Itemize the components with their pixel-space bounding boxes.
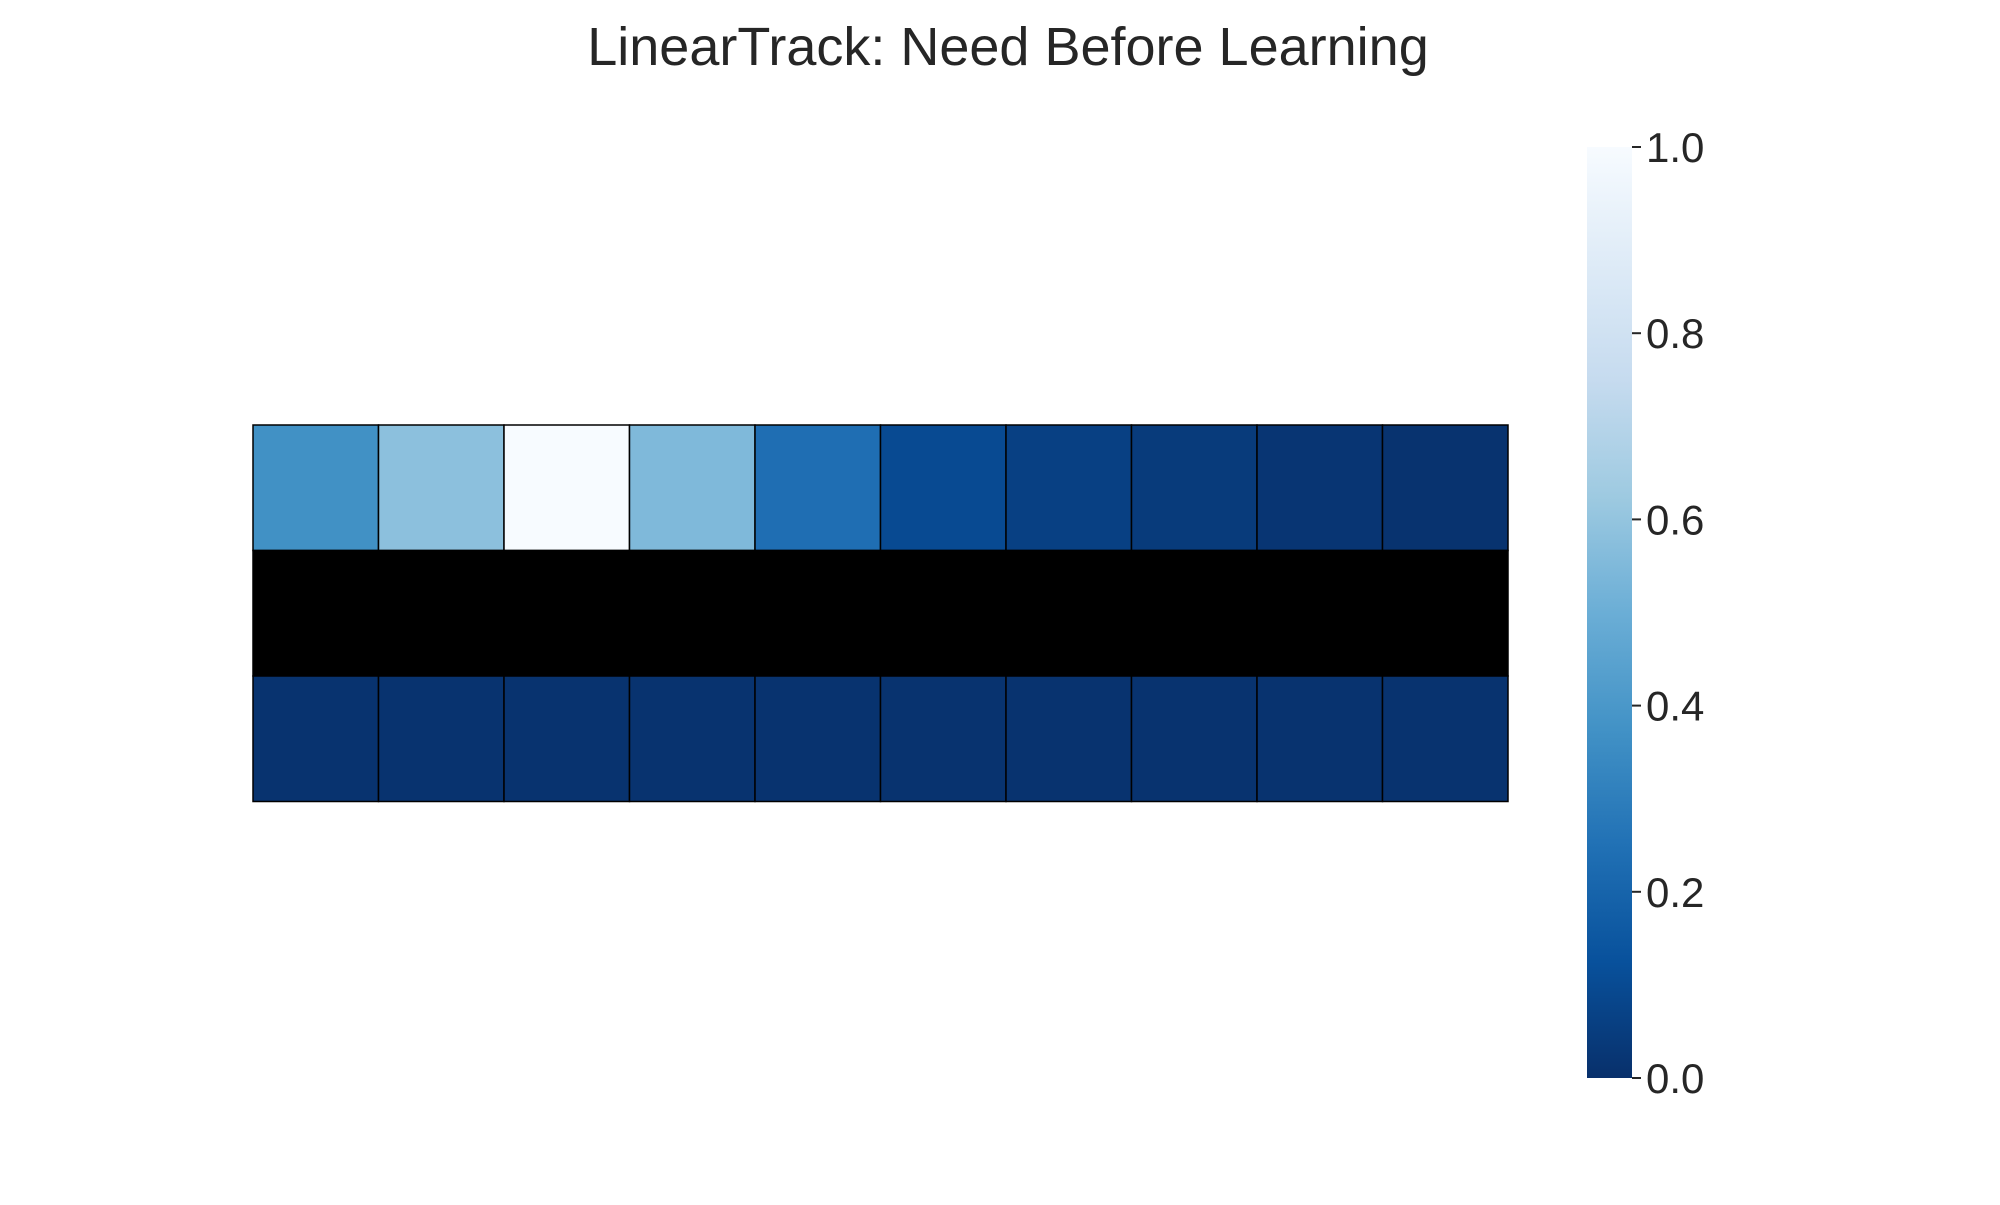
heatmap-cell-r0-c4 [754,424,882,552]
heatmap-cell-r0-c8 [1256,424,1384,552]
colorbar-axis: 0.0 0.2 0.4 0.6 0.8 1.0 [1632,124,1704,1102]
colorbar [1587,147,1632,1078]
heatmap-cell-r0-c9 [1381,424,1509,552]
heatmap-cell-r0-c6 [1005,424,1133,552]
heatmap-cell-r2-c8 [1256,675,1384,803]
heatmap-cell-r0-c0 [252,424,380,552]
heatmap-cell-r2-c3 [628,675,756,803]
colorbar-tick-label: 0.2 [1646,869,1704,916]
heatmap-cell-r0-c7 [1130,424,1258,552]
heatmap-cell-r1-c4 [754,549,882,677]
heatmap-cell-r2-c1 [377,675,505,803]
chart-title: LinearTrack: Need Before Learning [587,17,1428,77]
heatmap-cell-r1-c8 [1256,549,1384,677]
heatmap-cell-r1-c5 [879,549,1007,677]
heatmap-cell-r1-c6 [1005,549,1133,677]
heatmap-grid [252,424,1509,803]
heatmap-cell-r0-c5 [879,424,1007,552]
colorbar-tick-label: 0.8 [1646,310,1704,357]
heatmap-cell-r1-c7 [1130,549,1258,677]
heatmap-cell-r1-c9 [1381,549,1509,677]
heatmap-cell-r1-c3 [628,549,756,677]
heatmap-cell-r2-c2 [503,675,631,803]
heatmap-cell-r2-c7 [1130,675,1258,803]
heatmap-cell-r1-c1 [377,549,505,677]
colorbar-tick-label: 0.4 [1646,683,1704,730]
heatmap-cell-r2-c5 [879,675,1007,803]
heatmap-cell-r0-c3 [628,424,756,552]
heatmap-cell-r1-c2 [503,549,631,677]
colorbar-tick-label: 0.6 [1646,496,1704,543]
heatmap-cell-r2-c9 [1381,675,1509,803]
heatmap-cell-r2-c0 [252,675,380,803]
heatmap-cell-r1-c0 [252,549,380,677]
heatmap-cell-r0-c2 [503,424,631,552]
colorbar-tick-label: 1.0 [1646,124,1704,171]
colorbar-tick-label: 0.0 [1646,1055,1704,1102]
heatmap-cell-r2-c6 [1005,675,1133,803]
heatmap-cell-r2-c4 [754,675,882,803]
heatmap-cell-r0-c1 [377,424,505,552]
